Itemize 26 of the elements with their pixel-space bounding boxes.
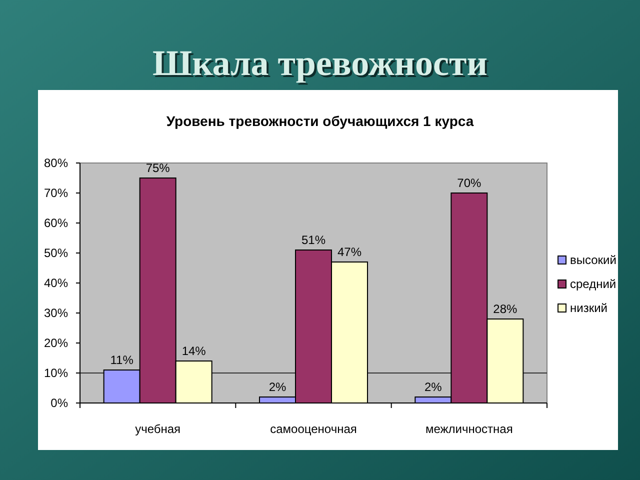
y-tick-label: 50%	[44, 246, 68, 260]
data-label: 51%	[301, 233, 326, 247]
y-tick-label: 40%	[44, 276, 68, 290]
legend-label: средний	[570, 277, 616, 291]
chart-title: Шкала тревожности	[154, 45, 490, 85]
legend-label: высокий	[570, 253, 616, 267]
x-tick-label: учебная	[135, 422, 181, 436]
x-tick-label: самооценочная	[270, 422, 357, 436]
y-tick-label: 30%	[44, 306, 68, 320]
data-label: 47%	[337, 245, 362, 259]
data-label: 28%	[493, 302, 518, 316]
y-tick-label: 80%	[44, 156, 68, 170]
y-tick-label: 60%	[44, 216, 68, 230]
chart-subtitle: Уровень тревожности обучающихся 1 курса	[166, 113, 474, 129]
data-label: 70%	[457, 176, 482, 190]
data-label: 2%	[268, 380, 286, 394]
data-label: 75%	[146, 161, 170, 175]
data-label: 2%	[424, 380, 442, 394]
y-tick-label: 10%	[44, 366, 68, 380]
x-tick-label: межличностная	[425, 422, 513, 436]
data-label: 11%	[110, 353, 134, 367]
data-label: 14%	[182, 344, 206, 358]
y-tick-label: 0%	[50, 396, 68, 410]
legend-label: низкий	[570, 301, 608, 315]
y-tick-label: 70%	[44, 186, 68, 200]
y-tick-label: 20%	[44, 336, 68, 350]
